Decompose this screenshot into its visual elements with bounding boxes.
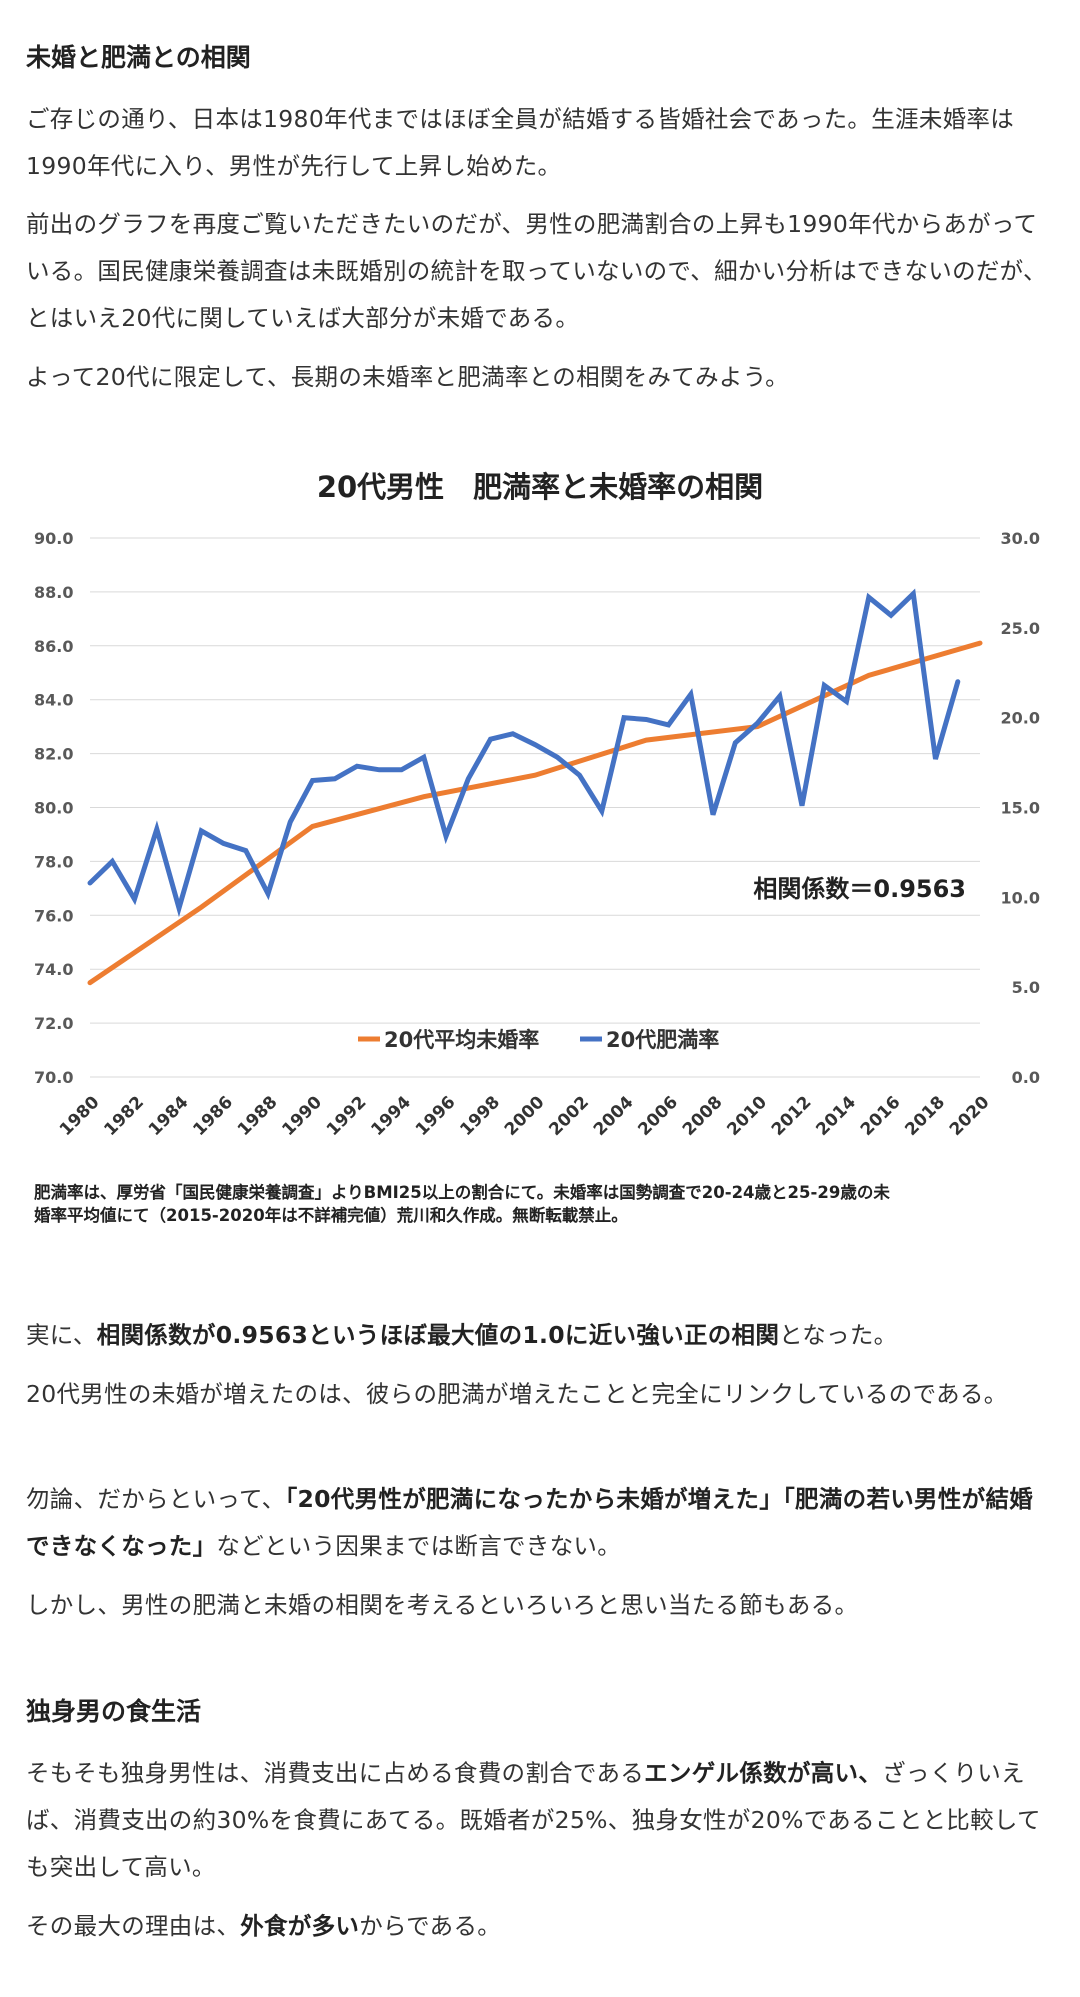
text-run: などという因果までは断言できない。 bbox=[216, 1532, 622, 1560]
left-tick-label: 82.0 bbox=[34, 745, 73, 764]
right-tick-label: 10.0 bbox=[1001, 888, 1040, 907]
bold-run: 外食が多い bbox=[240, 1912, 360, 1940]
left-tick-label: 80.0 bbox=[34, 799, 73, 818]
x-tick-label: 1998 bbox=[456, 1092, 504, 1140]
chart-figure: 20代男性 肥満率と未婚率の相関 70.0 72.0 74.0 76.0 78.0 80.… bbox=[0, 440, 1080, 1250]
left-tick-label: 70.0 bbox=[34, 1068, 73, 1087]
series-line-himan-rate bbox=[87, 588, 961, 918]
right-axis-ticks: 0.0 5.0 10.0 15.0 20.0 25.0 30.0 bbox=[1001, 529, 1040, 1087]
x-tick-label: 1990 bbox=[278, 1092, 326, 1140]
section-heading-mikon-himan: 未婚と肥満との相関 bbox=[26, 43, 251, 72]
x-tick-label: 2016 bbox=[857, 1092, 905, 1140]
x-tick-label: 1992 bbox=[323, 1092, 371, 1140]
left-tick-label: 76.0 bbox=[34, 906, 73, 925]
x-tick-label: 2010 bbox=[723, 1092, 771, 1140]
right-tick-label: 15.0 bbox=[1001, 799, 1040, 818]
text-run: 実に、 bbox=[26, 1321, 97, 1349]
correlation-annotation: 相関係数＝0.9563 bbox=[753, 875, 966, 903]
x-tick-label: 2000 bbox=[501, 1092, 549, 1140]
left-axis-ticks: 70.0 72.0 74.0 76.0 78.0 80.0 82.0 84.0 86.0 88.0… bbox=[34, 529, 73, 1087]
paragraph-engel: そもそも独身男性は、消費支出に占める食費の割合であるエンゲル係数が高い、ざっくり… bbox=[26, 1750, 1056, 1891]
left-tick-label: 88.0 bbox=[34, 583, 73, 602]
left-tick-label: 78.0 bbox=[34, 852, 73, 871]
paragraph-correlation: 実に、相関係数が0.9563というほぼ最大値の1.0に近い強い正の相関となった。 bbox=[26, 1312, 1056, 1359]
x-tick-label: 2020 bbox=[946, 1092, 994, 1140]
text-run: その最大の理由は、 bbox=[26, 1912, 241, 1940]
text-run: ざっくりいえば、消費支出の約30%を食費にあてる。既婚者が25%、独身女性が20… bbox=[26, 1759, 1041, 1881]
paragraph-thoughts: しかし、男性の肥満と未婚の相関を考えるといろいろと思い当たる節もある。 bbox=[26, 1591, 859, 1619]
left-tick-label: 90.0 bbox=[34, 529, 73, 548]
right-tick-label: 5.0 bbox=[1012, 978, 1040, 997]
legend: 20代平均未婚率 20代肥満率 bbox=[358, 1028, 719, 1052]
text-run: そもそも独身男性は、消費支出に占める食費の割合である bbox=[26, 1759, 645, 1787]
paragraph-2: 前出のグラフを再度ご覧いただきたいのだが、男性の肥満割合の上昇も1990年代から… bbox=[26, 210, 1047, 332]
right-tick-label: 25.0 bbox=[1001, 619, 1040, 638]
right-tick-label: 30.0 bbox=[1001, 529, 1040, 548]
x-axis-ticks: 1980198219841986198819901992199419961998… bbox=[56, 1092, 994, 1140]
left-tick-label: 86.0 bbox=[34, 637, 73, 656]
left-tick-label: 74.0 bbox=[34, 960, 73, 979]
x-tick-label: 1986 bbox=[189, 1092, 237, 1140]
left-tick-label: 84.0 bbox=[34, 691, 73, 710]
x-tick-label: 1984 bbox=[145, 1092, 193, 1140]
paragraph-link: 20代男性の未婚が増えたのは、彼らの肥満が増えたことと完全にリンクしているのであ… bbox=[26, 1380, 1008, 1408]
legend-label: 20代肥満率 bbox=[606, 1028, 719, 1052]
x-tick-label: 2006 bbox=[634, 1092, 682, 1140]
section-heading-diet: 独身男の食生活 bbox=[26, 1697, 202, 1726]
line-chart: 20代男性 肥満率と未婚率の相関 70.0 72.0 74.0 76.0 78.0 80.… bbox=[34, 470, 1040, 1225]
x-tick-label: 2002 bbox=[545, 1092, 593, 1140]
bold-run: 「20代男性が肥満になったから未婚が増えた」「肥満の若い男性が結婚できなくなった… bbox=[26, 1485, 1034, 1560]
paragraph-1: ご存じの通り、日本は1980年代まではほぼ全員が結婚する皆婚社会であった。生涯未… bbox=[26, 105, 1015, 180]
text-run: 勿論、だからといって、 bbox=[26, 1485, 286, 1513]
bold-run: 相関係数が0.9563というほぼ最大値の1.0に近い強い正の相関 bbox=[96, 1321, 780, 1349]
left-tick-label: 72.0 bbox=[34, 1014, 73, 1033]
paragraph-eating-out: その最大の理由は、外食が多いからである。 bbox=[26, 1903, 1056, 1950]
paragraph-causation: 勿論、だからといって、「20代男性が肥満になったから未婚が増えた」「肥満の若い男… bbox=[26, 1476, 1056, 1570]
bold-run: エンゲル係数が高い、 bbox=[644, 1759, 883, 1787]
chart-note-line-2: 婚率平均値にて（2015-2020年は不詳補完値）荒川和久作成。無断転載禁止。 bbox=[34, 1205, 628, 1225]
series-lines bbox=[87, 588, 983, 986]
text-run: からである。 bbox=[359, 1912, 502, 1940]
x-tick-label: 2008 bbox=[679, 1092, 727, 1140]
paragraph-3: よって20代に限定して、長期の未婚率と肥満率との相関をみてみよう。 bbox=[26, 363, 789, 391]
grid-lines bbox=[90, 537, 980, 1078]
right-tick-label: 0.0 bbox=[1012, 1068, 1040, 1087]
x-tick-label: 2004 bbox=[590, 1092, 638, 1140]
x-tick-label: 1994 bbox=[367, 1092, 415, 1140]
x-tick-label: 1988 bbox=[234, 1092, 282, 1140]
x-tick-label: 2012 bbox=[768, 1092, 816, 1140]
legend-label: 20代平均未婚率 bbox=[384, 1028, 539, 1052]
x-tick-label: 1982 bbox=[100, 1092, 148, 1140]
x-tick-label: 2014 bbox=[812, 1092, 860, 1140]
x-tick-label: 2018 bbox=[901, 1092, 949, 1140]
chart-title: 20代男性 肥満率と未婚率の相関 bbox=[317, 470, 763, 504]
right-tick-label: 20.0 bbox=[1001, 709, 1040, 728]
text-run: となった。 bbox=[779, 1321, 898, 1349]
x-tick-label: 1996 bbox=[412, 1092, 460, 1140]
x-tick-label: 1980 bbox=[56, 1092, 104, 1140]
chart-note-line-1: 肥満率は、厚労省「国民健康栄養調査」よりBMI25以上の割合にて。未婚率は国勢調… bbox=[34, 1182, 890, 1202]
